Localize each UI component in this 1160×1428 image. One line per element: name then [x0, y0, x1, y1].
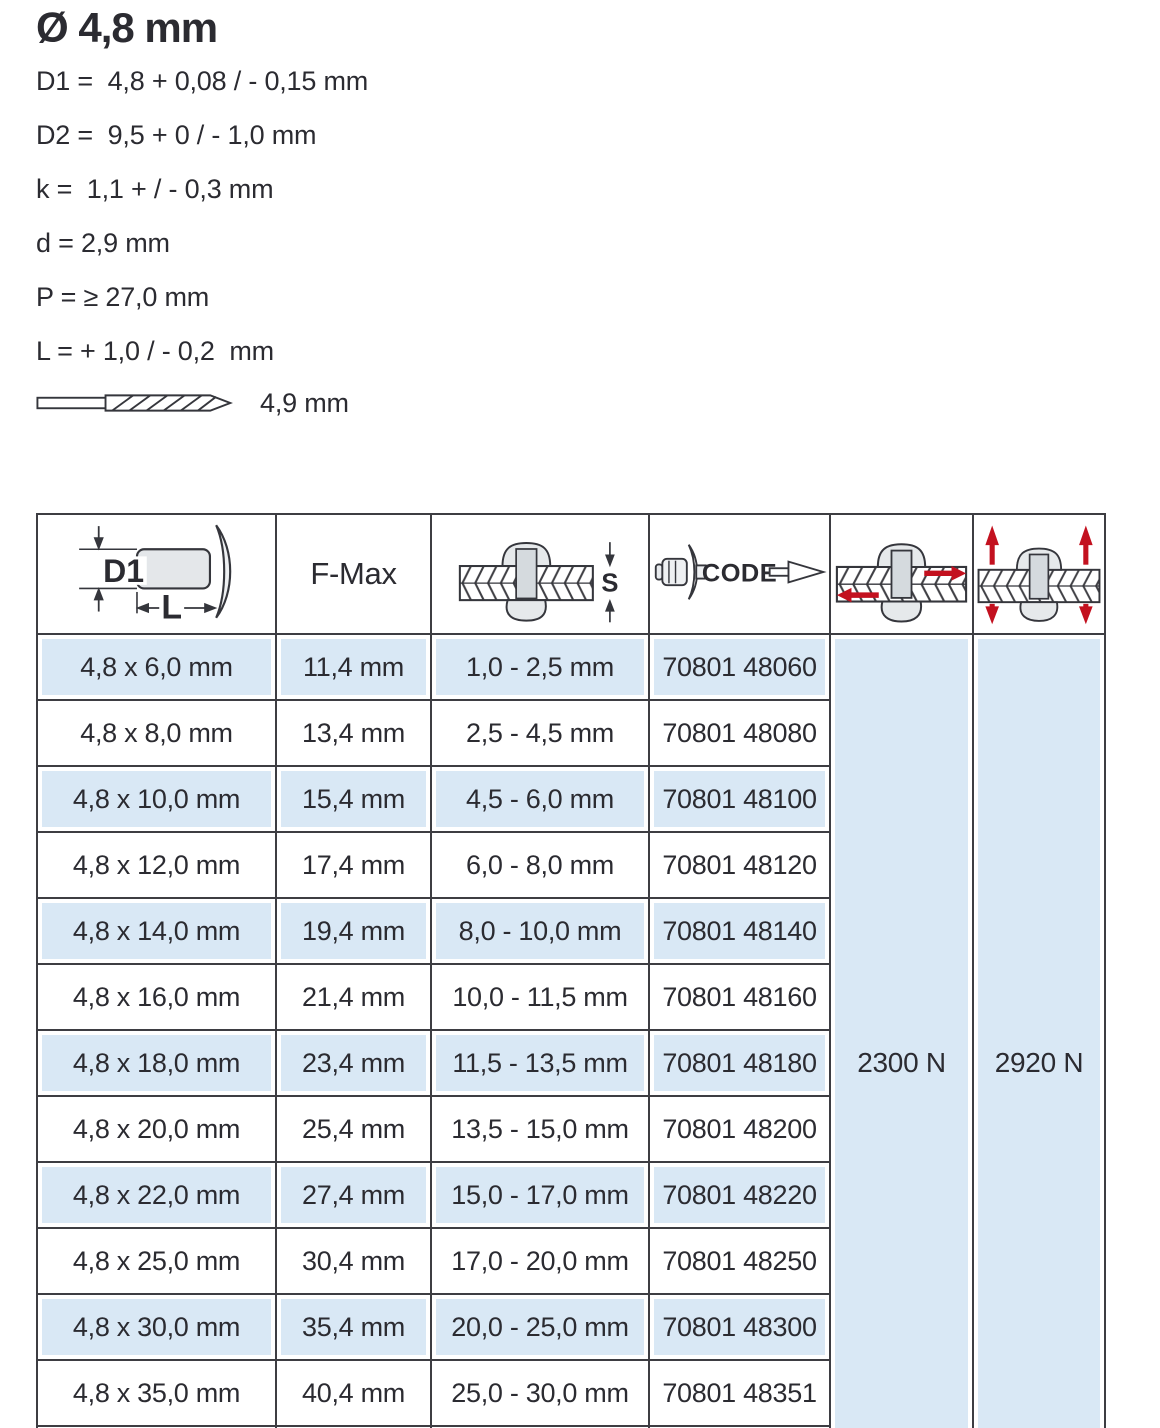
- shear-strength-icon: [835, 543, 968, 623]
- table-row: 4,8 x 12,0 mm 17,4 mm 6,0 - 8,0 mm 70801…: [36, 831, 1105, 899]
- table-row: 4,8 x 16,0 mm 21,4 mm 10,0 - 11,5 mm 708…: [36, 963, 1105, 1031]
- fmax-value: 21,4 mm: [275, 963, 432, 1031]
- grip-range: 4,5 - 6,0 mm: [430, 765, 650, 833]
- grip-range: 11,5 - 13,5 mm: [430, 1029, 650, 1097]
- spec-p: P = ≥ 27,0 mm: [36, 281, 210, 312]
- table-row: 4,8 x 40,0 mm 45,4 mm 30,0 - 35,0 mm 708…: [36, 1425, 1105, 1428]
- grip-range: 30,0 - 35,0 mm: [430, 1425, 650, 1428]
- rivet-size: 4,8 x 14,0 mm: [36, 897, 277, 965]
- article-code: 70801 48100: [648, 765, 831, 833]
- grip-range: 20,0 - 25,0 mm: [430, 1293, 650, 1361]
- fmax-value: 13,4 mm: [275, 699, 432, 767]
- grip-range: 13,5 - 15,0 mm: [430, 1095, 650, 1163]
- rivet-size: 4,8 x 8,0 mm: [36, 699, 277, 767]
- grip-range: 6,0 - 8,0 mm: [430, 831, 650, 899]
- grip-range: 1,0 - 2,5 mm: [430, 633, 650, 701]
- rivet-size: 4,8 x 40,0 mm: [36, 1425, 277, 1428]
- table-row: 4,8 x 6,0 mm 11,4 mm 1,0 - 2,5 mm 70801 …: [36, 633, 1106, 1428]
- header-code: CODE: [648, 513, 831, 635]
- rivet-size: 4,8 x 18,0 mm: [36, 1029, 277, 1097]
- fmax-value: 11,4 mm: [275, 633, 432, 701]
- grip-range-icon: S: [458, 541, 618, 622]
- fmax-value: 15,4 mm: [275, 765, 432, 833]
- fmax-value: 30,4 mm: [275, 1227, 432, 1295]
- header-tensile-strength: [972, 513, 1106, 635]
- grip-range: 2,5 - 4,5 mm: [430, 699, 650, 767]
- rivet-size: 4,8 x 30,0 mm: [36, 1293, 277, 1361]
- fmax-value: 23,4 mm: [275, 1029, 432, 1097]
- table-row: 4,8 x 30,0 mm 35,4 mm 20,0 - 25,0 mm 708…: [36, 1293, 1105, 1361]
- spec-d1: D1 = 4,8 + 0,08 / - 0,15 mm: [36, 65, 369, 96]
- rivet-size: 4,8 x 25,0 mm: [36, 1227, 277, 1295]
- article-code: 70801 48120: [648, 831, 831, 899]
- l-dimension-label: L: [161, 589, 182, 624]
- fmax-value: 19,4 mm: [275, 897, 432, 965]
- article-code: 70801 48220: [648, 1161, 831, 1229]
- table-header-row: D1 L F-Max: [36, 513, 1106, 635]
- article-code: 70801 48351: [648, 1359, 831, 1427]
- tolerance-spec-list: D1 = 4,8 + 0,08 / - 0,15 mm D2 = 9,5 + 0…: [36, 54, 1160, 378]
- drill-bit-icon: [36, 394, 233, 412]
- table-row: 4,8 x 25,0 mm 30,4 mm 17,0 - 20,0 mm 708…: [36, 1227, 1105, 1295]
- rivet-spec-table: D1 L F-Max: [36, 513, 1106, 1428]
- spec-d2: D2 = 9,5 + 0 / - 1,0 mm: [36, 119, 317, 150]
- article-code: 70801 48200: [648, 1095, 831, 1163]
- fmax-value: 25,4 mm: [275, 1095, 432, 1163]
- article-code: 70801 48160: [648, 963, 831, 1031]
- article-code: 70801 48060: [648, 633, 831, 701]
- article-code: 70801 48080: [648, 699, 831, 767]
- rivet-size: 4,8 x 6,0 mm: [36, 633, 277, 701]
- fmax-value: 17,4 mm: [275, 831, 432, 899]
- fmax-value: 35,4 mm: [275, 1293, 432, 1361]
- rivet-size: 4,8 x 20,0 mm: [36, 1095, 277, 1163]
- tensile-strength-value: 2920 N: [972, 633, 1106, 1428]
- rivet-size: 4,8 x 16,0 mm: [36, 963, 277, 1031]
- spec-l: L = + 1,0 / - 0,2 mm: [36, 335, 274, 366]
- fmax-label: F-Max: [310, 556, 397, 591]
- table-row: 4,8 x 20,0 mm 25,4 mm 13,5 - 15,0 mm 708…: [36, 1095, 1105, 1163]
- header-fmax: F-Max: [275, 513, 432, 635]
- d1-dimension-label: D1: [103, 553, 144, 589]
- article-code: 70801 48180: [648, 1029, 831, 1097]
- grip-range: 17,0 - 20,0 mm: [430, 1227, 650, 1295]
- fmax-value: 27,4 mm: [275, 1161, 432, 1229]
- table-row: 4,8 x 18,0 mm 23,4 mm 11,5 - 13,5 mm 708…: [36, 1029, 1105, 1097]
- table-row: 4,8 x 22,0 mm 27,4 mm 15,0 - 17,0 mm 708…: [36, 1161, 1105, 1229]
- fmax-value: 45,4 mm: [275, 1425, 432, 1428]
- rivet-size: 4,8 x 35,0 mm: [36, 1359, 277, 1427]
- grip-range: 10,0 - 11,5 mm: [430, 963, 650, 1031]
- header-shear-strength: [829, 513, 974, 635]
- header-grip-range: S: [430, 513, 650, 635]
- rivet-size: 4,8 x 10,0 mm: [36, 765, 277, 833]
- table-row: 4,8 x 10,0 mm 15,4 mm 4,5 - 6,0 mm 70801…: [36, 765, 1105, 833]
- table-row: 4,8 x 8,0 mm 13,4 mm 2,5 - 4,5 mm 70801 …: [36, 699, 1105, 767]
- table-row: 4,8 x 35,0 mm 40,4 mm 25,0 - 30,0 mm 708…: [36, 1359, 1105, 1427]
- shear-strength-value: 2300 N: [829, 633, 974, 1428]
- code-label: CODE: [701, 559, 776, 587]
- rivet-size: 4,8 x 12,0 mm: [36, 831, 277, 899]
- article-code: 70801 48400: [648, 1425, 831, 1428]
- article-code: 70801 48300: [648, 1293, 831, 1361]
- table-row: 4,8 x 14,0 mm 19,4 mm 8,0 - 10,0 mm 7080…: [36, 897, 1105, 965]
- grip-range: 15,0 - 17,0 mm: [430, 1161, 650, 1229]
- rivet-dimension-icon: D1 L: [78, 524, 231, 627]
- tensile-strength-icon: [977, 525, 1101, 625]
- grip-range: 8,0 - 10,0 mm: [430, 897, 650, 965]
- article-code: 70801 48140: [648, 897, 831, 965]
- article-code: 70801 48250: [648, 1227, 831, 1295]
- page-title: Ø 4,8 mm: [36, 4, 218, 51]
- spec-d: d = 2,9 mm: [36, 227, 170, 258]
- drill-size-row: 4,9 mm: [36, 378, 1160, 428]
- drill-diameter-value: 4,9 mm: [260, 387, 349, 418]
- spec-k: k = 1,1 + / - 0,3 mm: [36, 173, 274, 204]
- rivet-size: 4,8 x 22,0 mm: [36, 1161, 277, 1229]
- grip-range: 25,0 - 30,0 mm: [430, 1359, 650, 1427]
- grip-dimension-label: S: [601, 569, 618, 597]
- fmax-value: 40,4 mm: [275, 1359, 432, 1427]
- header-dimensions: D1 L: [36, 513, 277, 635]
- code-icon: CODE: [654, 543, 827, 600]
